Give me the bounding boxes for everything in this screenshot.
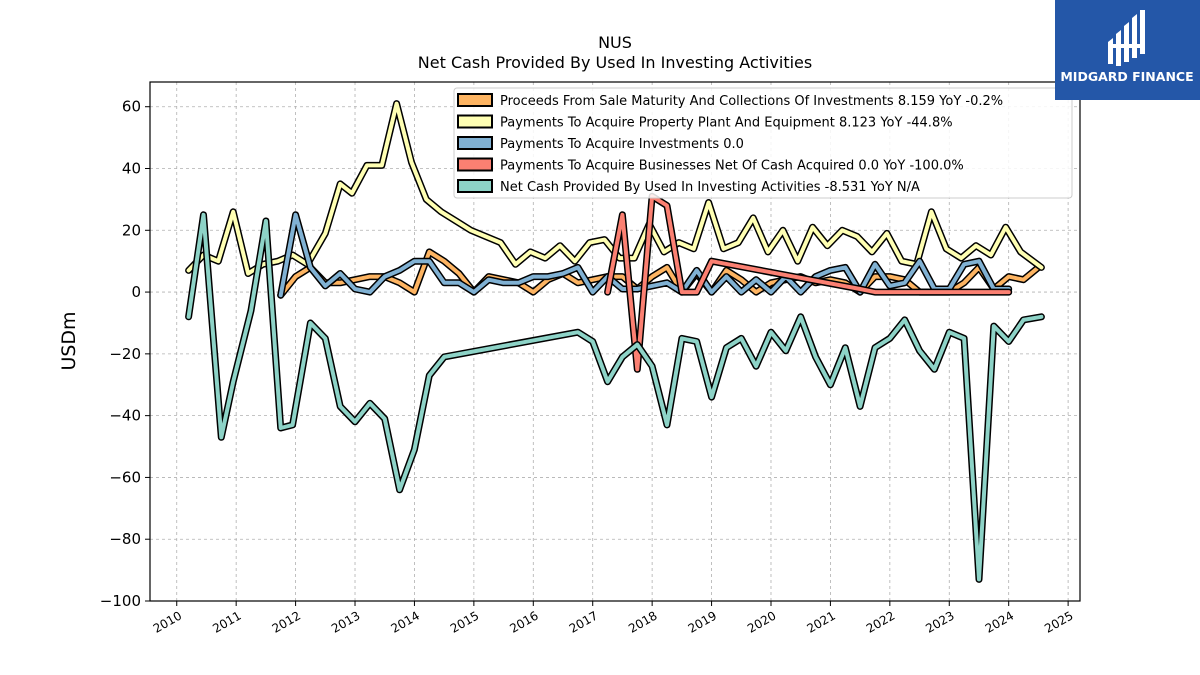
y-tick-label: 60 <box>122 98 141 116</box>
plot-frame <box>149 81 1081 602</box>
x-tick-label: 2025 <box>1042 608 1075 635</box>
legend-label: Proceeds From Sale Maturity And Collecti… <box>500 94 1003 109</box>
series-5 <box>185 211 1045 583</box>
series-1 <box>277 248 1042 299</box>
legend-frame <box>453 87 1073 199</box>
x-tick-label: 2013 <box>329 608 362 635</box>
x-tick-label: 2018 <box>626 608 659 635</box>
x-tick-label: 2020 <box>745 608 778 635</box>
x-tick-label: 2016 <box>507 608 540 635</box>
x-tick-label: 2010 <box>151 608 184 635</box>
logo-mark-icon <box>1108 10 1145 66</box>
series-line <box>186 212 1044 582</box>
legend-label: Net Cash Provided By Used In Investing A… <box>500 180 920 195</box>
x-tick-label: 2019 <box>686 608 719 635</box>
watermark-logo: MIDGARD FINANCE <box>1055 0 1200 100</box>
y-tick-label: 40 <box>122 160 141 178</box>
legend-swatch <box>457 114 493 129</box>
x-tick-label: 2015 <box>448 608 481 635</box>
y-tick-label: 0 <box>131 283 141 301</box>
x-tick-label: 2023 <box>923 608 956 635</box>
legend-item: Payments To Acquire Investments 0.0 <box>457 136 744 152</box>
legend-item: Payments To Acquire Property Plant And E… <box>457 114 953 131</box>
chart-title: NUS <box>598 33 632 52</box>
y-axis: 60 40 20 0 −20 −40 −60 −80 −100 <box>100 98 150 610</box>
legend-item: Payments To Acquire Businesses Net Of Ca… <box>457 157 964 174</box>
y-tick-label: −60 <box>109 468 141 486</box>
legend-swatch <box>457 136 493 150</box>
y-tick-label: 20 <box>122 221 141 239</box>
legend-label: Payments To Acquire Businesses Net Of Ca… <box>500 159 964 174</box>
x-tick-label: 2022 <box>864 608 897 635</box>
x-tick-label: 2011 <box>210 608 243 635</box>
x-tick-label: 2024 <box>983 608 1016 635</box>
legend-label: Payments To Acquire Investments 0.0 <box>500 137 744 152</box>
series-line <box>186 101 1044 276</box>
x-tick-label: 2012 <box>270 608 303 635</box>
y-tick-label: −20 <box>109 345 141 363</box>
legend: Proceeds From Sale Maturity And Collecti… <box>453 87 1073 199</box>
series-2 <box>185 100 1045 277</box>
x-tick-label: 2017 <box>567 608 600 635</box>
y-tick-label: −80 <box>109 530 141 548</box>
legend-swatch <box>457 157 493 172</box>
series-line <box>278 249 1041 298</box>
y-tick-label: −100 <box>100 592 141 610</box>
y-axis-label: USDm <box>58 311 80 370</box>
series-4 <box>604 192 1013 373</box>
x-axis: 2010 2011 2012 2013 2014 2015 2016 2017 2018 2019… <box>151 601 1076 636</box>
logo-brand-text: MIDGARD FINANCE <box>1060 69 1193 84</box>
x-tick-label: 2014 <box>388 608 421 635</box>
series-lines <box>185 100 1045 583</box>
legend-item: Proceeds From Sale Maturity And Collecti… <box>457 93 1003 109</box>
series-line <box>605 194 1011 372</box>
legend-swatch <box>457 179 493 193</box>
y-tick-label: −40 <box>109 407 141 425</box>
chart-subtitle: Net Cash Provided By Used In Investing A… <box>418 53 812 72</box>
legend-item: Net Cash Provided By Used In Investing A… <box>457 179 920 195</box>
legend-label: Payments To Acquire Property Plant And E… <box>500 116 953 131</box>
legend-swatch <box>457 93 493 107</box>
x-tick-label: 2021 <box>804 608 837 635</box>
